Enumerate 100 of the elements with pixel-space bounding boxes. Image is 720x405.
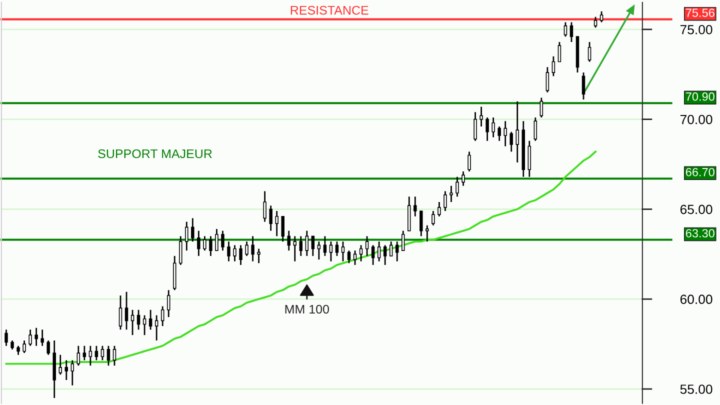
candlestick — [64, 360, 68, 381]
candlestick — [588, 41, 592, 62]
candlestick — [444, 190, 447, 212]
candlestick — [88, 345, 92, 366]
candlestick — [154, 314, 158, 342]
candlestick — [540, 97, 544, 118]
candlestick — [221, 230, 224, 252]
ref-line-label: 70.90 — [686, 92, 714, 101]
candlestick — [160, 306, 164, 327]
candlestick — [179, 235, 182, 266]
candlestick — [4, 328, 8, 347]
candlestick — [426, 224, 429, 242]
candlestick — [546, 66, 550, 94]
candlestick — [486, 116, 489, 142]
candlestick — [462, 170, 465, 187]
candlestick — [323, 235, 327, 257]
candlestick — [136, 309, 140, 330]
candlestick — [359, 244, 363, 262]
candlestick — [383, 244, 387, 266]
candlestick — [269, 204, 272, 232]
candlestick — [420, 210, 423, 237]
candlestick — [166, 289, 170, 318]
candlestick — [112, 345, 116, 366]
candlestick — [76, 345, 80, 366]
candlestick — [347, 250, 351, 264]
candlestick — [185, 221, 188, 252]
candlestick — [371, 244, 375, 266]
candlestick — [215, 228, 218, 252]
y-tick-label: 65.00 — [680, 204, 712, 214]
candlestick — [263, 190, 266, 222]
candlestick — [317, 240, 321, 260]
candlestick — [142, 314, 146, 336]
candlestick — [227, 240, 230, 262]
candlestick — [450, 185, 453, 203]
annotation: SUPPORT MAJEUR — [98, 149, 212, 158]
candlestick — [239, 244, 242, 266]
candlestick — [251, 235, 254, 262]
candlestick — [504, 120, 507, 147]
candlestick — [70, 360, 74, 386]
ref-line-label: 75.56 — [686, 8, 714, 17]
ref-line-label: 63.30 — [686, 229, 714, 238]
annotation: RESISTANCE — [290, 6, 368, 15]
candlestick — [209, 235, 212, 257]
candlestick — [468, 150, 471, 172]
candlestick — [401, 230, 405, 252]
candlestick — [552, 56, 556, 77]
candlestick — [329, 240, 333, 262]
candlestick — [365, 235, 369, 257]
candlestick — [275, 210, 278, 237]
candlestick — [341, 240, 345, 262]
candlestick — [130, 309, 134, 336]
candlestick — [558, 41, 562, 62]
y-tick-label: 60.00 — [680, 294, 712, 304]
candlestick — [293, 235, 297, 262]
candlestick — [456, 176, 459, 198]
candlestick — [564, 22, 568, 38]
candlestick — [34, 327, 38, 347]
annotation: MM 100 — [285, 304, 329, 314]
candlestick — [389, 240, 393, 257]
candlestick — [94, 345, 98, 361]
candlestick — [480, 106, 483, 128]
candlestick — [582, 72, 586, 100]
candlestick — [335, 240, 339, 257]
candlestick — [46, 340, 50, 356]
candlestick — [148, 309, 152, 330]
candlestick — [594, 16, 598, 28]
candlestick — [299, 235, 303, 257]
candlestick — [28, 328, 32, 347]
candlestick — [377, 240, 381, 262]
candlestick — [516, 100, 519, 164]
candlestick — [353, 250, 357, 266]
candlestick — [474, 111, 477, 142]
y-tick-label: 75.00 — [680, 24, 712, 34]
candlestick — [281, 216, 284, 242]
candlestick — [191, 217, 194, 242]
candlestick — [414, 196, 417, 218]
candlestick — [245, 240, 248, 257]
candlestick — [22, 340, 26, 354]
candlestick — [82, 345, 86, 361]
candlestick — [40, 328, 44, 347]
ref-line-label: 66.70 — [686, 168, 714, 176]
candlestick — [233, 244, 236, 262]
candlestick — [287, 230, 290, 252]
candlestick — [100, 345, 104, 361]
candlestick — [311, 235, 315, 257]
candlestick — [305, 230, 309, 257]
candlestick — [58, 354, 62, 376]
candlestick — [528, 140, 532, 178]
candlestick — [197, 230, 200, 257]
candlestick — [203, 235, 206, 252]
candlestick — [432, 210, 435, 226]
candlestick — [570, 22, 574, 43]
candlestick — [600, 10, 604, 23]
candlestick — [118, 294, 122, 330]
y-tick-label: 55.00 — [680, 384, 712, 394]
candlestick — [106, 345, 110, 366]
y-tick-label: 70.00 — [680, 114, 712, 124]
candlestick — [498, 126, 501, 142]
candlestick — [438, 201, 441, 218]
candlestick — [395, 240, 399, 262]
